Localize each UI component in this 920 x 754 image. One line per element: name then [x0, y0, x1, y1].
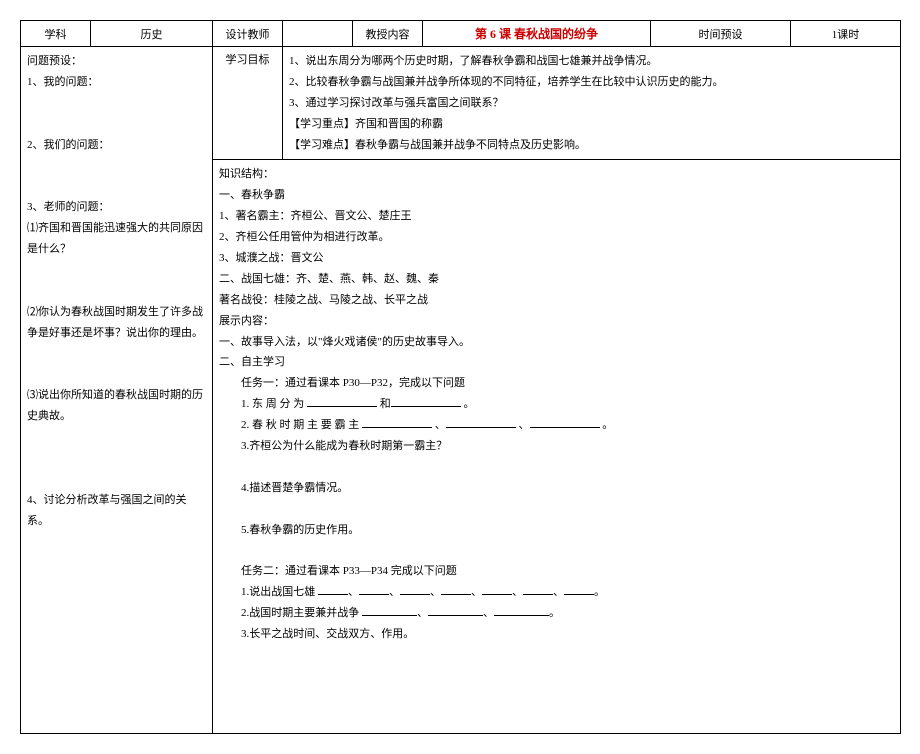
- goal-5: 【学习难点】春秋争霸与战国兼并战争不同特点及历史影响。: [289, 135, 894, 156]
- goal-4: 【学习重点】齐国和晋国的称霸: [289, 114, 894, 135]
- header-row: 学科 历史 设计教师 教授内容 第 6 课 春秋战国的纷争 时间预设 1课时: [21, 21, 901, 47]
- m19: 2.战国时期主要兼并战争 、、。: [219, 603, 894, 624]
- q3-2a: ⑵你认为春秋战国时期发生了许多战: [27, 302, 206, 323]
- goals-label: 学习目标: [213, 47, 283, 160]
- m12: 1. 东 周 分 为 和 。: [219, 394, 894, 415]
- designer-value: [283, 21, 353, 47]
- time-value: 1课时: [791, 21, 901, 47]
- blank: [523, 583, 553, 595]
- m15: 4.描述晋楚争霸情况。: [219, 478, 894, 499]
- m12a: 1. 东 周 分 为: [241, 398, 307, 410]
- lesson-plan-table: 学科 历史 设计教师 教授内容 第 6 课 春秋战国的纷争 时间预设 1课时 问…: [20, 20, 901, 734]
- main-content-cell: 知识结构： 一、春秋争霸 1、著名霸主：齐桓公、晋文公、楚庄王 2、齐桓公任用管…: [213, 160, 901, 733]
- blank: [307, 395, 377, 407]
- m13a: 2. 春 秋 时 期 主 要 霸 主: [241, 419, 362, 431]
- blank: [530, 416, 600, 428]
- m13b: 、: [435, 419, 446, 431]
- left-questions-cell: 问题预设： 1、我的问题： 2、我们的问题： 3、老师的问题： ⑴齐国和晋国能迅…: [21, 47, 213, 734]
- q3: 3、老师的问题：: [27, 197, 206, 218]
- blank: [428, 604, 483, 616]
- goals-row: 问题预设： 1、我的问题： 2、我们的问题： 3、老师的问题： ⑴齐国和晋国能迅…: [21, 47, 901, 160]
- goal-2: 2、比较春秋争霸与战国兼并战争所体现的不同特征，培养学生在比较中认识历史的能力。: [289, 72, 894, 93]
- m12b: 和: [380, 398, 391, 410]
- blank: [441, 583, 471, 595]
- q3-3a: ⑶说出你所知道的春秋战国时期的历: [27, 385, 206, 406]
- blank: [318, 583, 348, 595]
- m14: 3.齐桓公为什么能成为春秋时期第一霸主？: [219, 436, 894, 457]
- m13: 2. 春 秋 时 期 主 要 霸 主 、 、 。: [219, 415, 894, 436]
- m05: 3、城濮之战：晋文公: [219, 248, 894, 269]
- m18a: 1.说出战国七雄: [241, 586, 315, 598]
- blank: [362, 604, 417, 616]
- q-preset: 问题预设：: [27, 51, 206, 72]
- q3-1b: 是什么？: [27, 239, 206, 260]
- blank: [494, 604, 549, 616]
- blank: [446, 416, 516, 428]
- m18: 1.说出战国七雄 、、、、、、。: [219, 582, 894, 603]
- m06: 二、战国七雄：齐、楚、燕、韩、赵、魏、秦: [219, 269, 894, 290]
- q3-1a: ⑴齐国和晋国能迅速强大的共同原因: [27, 218, 206, 239]
- lesson-title: 第 6 课 春秋战国的纷争: [423, 21, 651, 47]
- m17: 任务二：通过看课本 P33—P34 完成以下问题: [219, 561, 894, 582]
- goals-content: 1、说出东周分为哪两个历史时期，了解春秋争霸和战国七雄兼并战争情况。 2、比较春…: [283, 47, 901, 160]
- goal-1: 1、说出东周分为哪两个历史时期，了解春秋争霸和战国七雄兼并战争情况。: [289, 51, 894, 72]
- m11: 任务一：通过看课本 P30—P32，完成以下问题: [219, 373, 894, 394]
- lesson-title-text: 第 6 课 春秋战国的纷争: [475, 27, 598, 41]
- q2: 2、我们的问题：: [27, 135, 206, 156]
- goal-3: 3、通过学习探讨改革与强兵富国之间联系？: [289, 93, 894, 114]
- subject-value: 历史: [91, 21, 213, 47]
- q3-3b: 史典故。: [27, 406, 206, 427]
- m13d: 。: [602, 419, 613, 431]
- m20: 3.长平之战时间、交战双方、作用。: [219, 624, 894, 645]
- time-label: 时间预设: [651, 21, 791, 47]
- m03: 1、著名霸主：齐桓公、晋文公、楚庄王: [219, 206, 894, 227]
- m13c: 、: [519, 419, 530, 431]
- content-label: 教授内容: [353, 21, 423, 47]
- subject-label: 学科: [21, 21, 91, 47]
- m16: 5.春秋争霸的历史作用。: [219, 520, 894, 541]
- blank: [362, 416, 432, 428]
- m08: 展示内容：: [219, 311, 894, 332]
- q1: 1、我的问题：: [27, 72, 206, 93]
- q4: 4、讨论分析改革与强国之间的关系。: [27, 490, 206, 532]
- q3-2b: 争是好事还是坏事？说出你的理由。: [27, 323, 206, 344]
- blank: [359, 583, 389, 595]
- m12c: 。: [464, 398, 475, 410]
- blank: [564, 583, 594, 595]
- designer-label: 设计教师: [213, 21, 283, 47]
- m04: 2、齐桓公任用管仲为相进行改革。: [219, 227, 894, 248]
- blank: [482, 583, 512, 595]
- m10: 二、自主学习: [219, 352, 894, 373]
- m09: 一、故事导入法，以"烽火戏诸侯"的历史故事导入。: [219, 332, 894, 353]
- m01: 知识结构：: [219, 164, 894, 185]
- blank: [391, 395, 461, 407]
- m02: 一、春秋争霸: [219, 185, 894, 206]
- m19a: 2.战国时期主要兼并战争: [241, 607, 359, 619]
- m07: 著名战役：桂陵之战、马陵之战、长平之战: [219, 290, 894, 311]
- blank: [400, 583, 430, 595]
